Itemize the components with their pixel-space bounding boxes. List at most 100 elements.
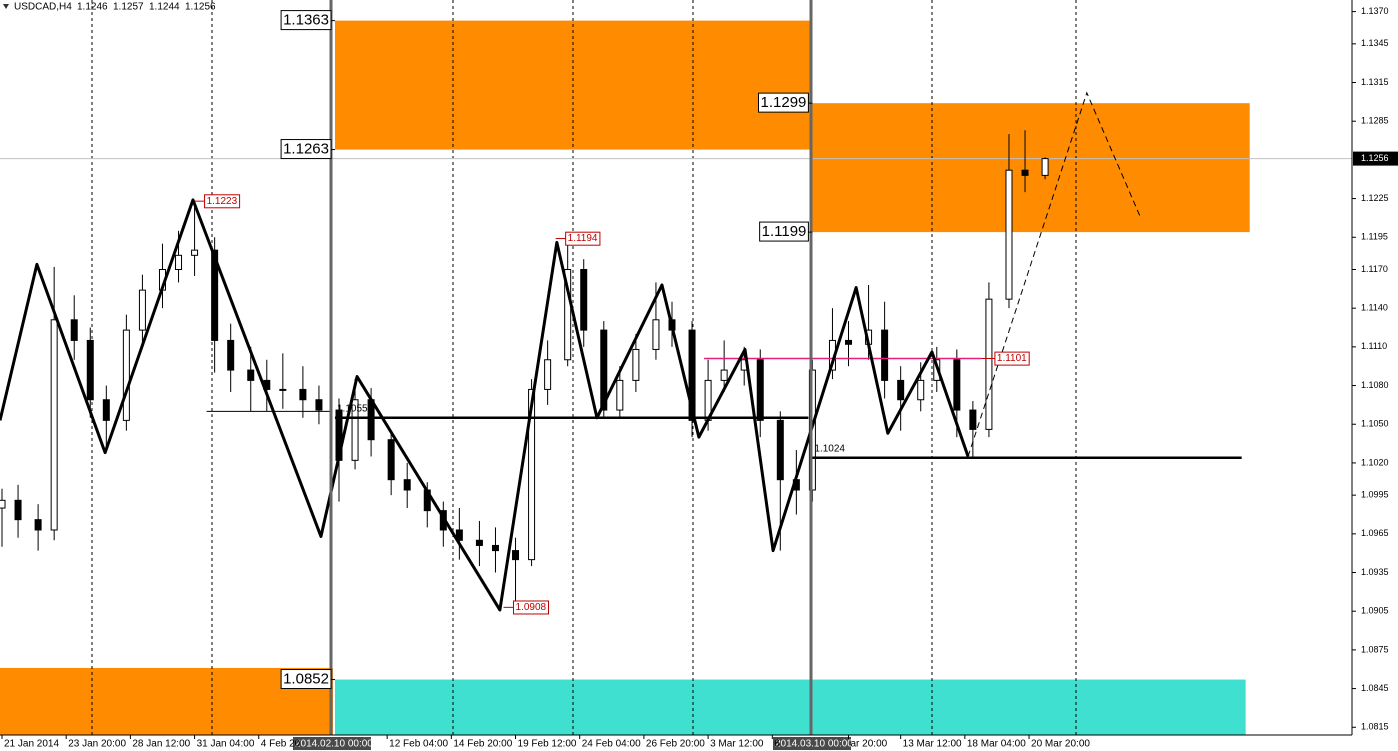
candle-body bbox=[528, 388, 536, 561]
x-tick-label: 3 Mar 12:00 bbox=[710, 739, 764, 750]
y-tick-label: 1.1315 bbox=[1361, 77, 1389, 87]
time-label: 2014.02.10 00:00 bbox=[295, 739, 373, 750]
price-tag: 1.1194 bbox=[568, 233, 598, 244]
time-label-box bbox=[293, 737, 371, 750]
y-tick-label: 1.0815 bbox=[1361, 722, 1389, 732]
candle-body bbox=[299, 388, 307, 401]
plot bbox=[0, 0, 1352, 735]
y-tick-label: 1.0995 bbox=[1361, 490, 1389, 500]
y-tick-label: 1.1080 bbox=[1361, 380, 1389, 390]
candle-body bbox=[1005, 169, 1013, 300]
candle-body bbox=[512, 550, 520, 561]
candle-body bbox=[191, 249, 199, 256]
x-tick-label: 31 Jan 04:00 bbox=[197, 739, 255, 750]
candle-body bbox=[247, 369, 255, 381]
x-tick-label: 26 Feb 20:00 bbox=[646, 739, 705, 750]
symbol: USDCAD,H4 bbox=[14, 2, 72, 13]
price-tag: 1.1101 bbox=[997, 353, 1027, 364]
level-label-box bbox=[280, 139, 332, 160]
candle-body bbox=[544, 359, 552, 390]
candle-body bbox=[580, 269, 588, 331]
level-label-box bbox=[758, 92, 809, 113]
price-tag-box bbox=[565, 231, 601, 246]
candle-body bbox=[1041, 158, 1049, 176]
candle-body bbox=[1021, 169, 1029, 176]
overlay: 1.1363 1.1263 1.1299 1.1199 1.0852 1.1055 1.10… bbox=[194, 10, 1030, 690]
candle-body bbox=[455, 529, 463, 541]
price-tag-box bbox=[204, 194, 241, 209]
candle-body bbox=[351, 399, 359, 461]
candle-body bbox=[985, 298, 993, 430]
level-label-box bbox=[759, 221, 809, 242]
y-tick-label: 1.1170 bbox=[1361, 264, 1388, 274]
x-tick-label: 24 Feb 04:00 bbox=[582, 739, 641, 750]
candle-body bbox=[50, 319, 58, 531]
candle-body bbox=[475, 539, 483, 546]
candle-body bbox=[688, 329, 696, 421]
price-tag-box bbox=[512, 600, 550, 615]
candle-body bbox=[917, 379, 925, 401]
x-tick-label: 21 Jan 2014 bbox=[4, 739, 59, 750]
candle-body bbox=[969, 409, 977, 430]
y-tick-label: 1.1225 bbox=[1361, 193, 1389, 203]
projection bbox=[967, 91, 1141, 457]
y-tick-label: 1.1020 bbox=[1361, 457, 1389, 467]
price-tag: 1.0908 bbox=[515, 602, 546, 613]
level-label: 1.1263 bbox=[283, 141, 329, 158]
level-label-box bbox=[280, 10, 332, 31]
zone bbox=[812, 103, 1250, 233]
zigzag bbox=[0, 198, 970, 612]
candle-body bbox=[70, 319, 78, 341]
high: 1.1257 bbox=[113, 2, 144, 13]
zone bbox=[334, 20, 813, 150]
level-label: 1.1363 bbox=[283, 12, 329, 29]
candle-body bbox=[175, 254, 183, 271]
candle-body bbox=[387, 439, 395, 481]
candle-body bbox=[315, 399, 323, 411]
candle-body bbox=[632, 348, 640, 381]
y-tick-label: 1.0875 bbox=[1361, 644, 1389, 654]
candle-body bbox=[720, 369, 728, 381]
x-tick-label: 23 Jan 20:00 bbox=[68, 739, 126, 750]
x-tick-label: 20 Mar 20:00 bbox=[1031, 739, 1090, 750]
current-price-label: 1.1256 bbox=[1361, 153, 1389, 163]
y-tick-label: 1.1285 bbox=[1361, 116, 1389, 126]
time-label-box bbox=[773, 737, 851, 750]
candle-body bbox=[881, 329, 889, 381]
level-label: 1.0852 bbox=[283, 671, 329, 688]
price-tag-box bbox=[994, 351, 1030, 366]
x-tick-label: ar 20:00 bbox=[851, 739, 888, 750]
zones bbox=[0, 20, 1250, 735]
candle-body bbox=[138, 289, 146, 331]
candle-body bbox=[897, 379, 905, 401]
y-tick-label: 1.0935 bbox=[1361, 567, 1389, 577]
candle-body bbox=[652, 319, 660, 350]
x-tick-label: 4 Feb 20 bbox=[261, 739, 301, 750]
y-tick-label: 1.0845 bbox=[1361, 683, 1389, 693]
zone bbox=[0, 667, 333, 735]
y-tick-label: 1.1050 bbox=[1361, 419, 1389, 429]
level-label-box bbox=[280, 669, 332, 690]
menu-icon[interactable] bbox=[3, 4, 9, 9]
candle-body bbox=[491, 544, 499, 552]
x-tick-label: 18 Mar 04:00 bbox=[967, 739, 1026, 750]
y-tick-label: 1.0965 bbox=[1361, 528, 1389, 538]
x-tick-label: 19 Feb 12:00 bbox=[518, 739, 577, 750]
candle-body bbox=[211, 249, 219, 341]
zone bbox=[334, 679, 1246, 735]
x-tick-label: 14 Feb 20:00 bbox=[453, 739, 512, 750]
candle-body bbox=[953, 359, 961, 411]
x-tick-label: 6 bbox=[774, 739, 780, 750]
y-tick-label: 1.1140 bbox=[1361, 303, 1388, 313]
marks bbox=[0, 91, 1352, 612]
x-tick-label: 12 Feb 04:00 bbox=[389, 739, 448, 750]
candle-body bbox=[279, 388, 287, 391]
y-tick-label: 1.1110 bbox=[1361, 341, 1387, 351]
close: 1.1256 bbox=[185, 2, 216, 13]
level-text: 1.1055 bbox=[337, 403, 368, 414]
y-tick-label: 1.0905 bbox=[1361, 606, 1389, 616]
level-label: 1.1299 bbox=[761, 94, 807, 111]
y-tick-label: 1.1370 bbox=[1361, 6, 1389, 16]
candle-body bbox=[34, 519, 42, 531]
